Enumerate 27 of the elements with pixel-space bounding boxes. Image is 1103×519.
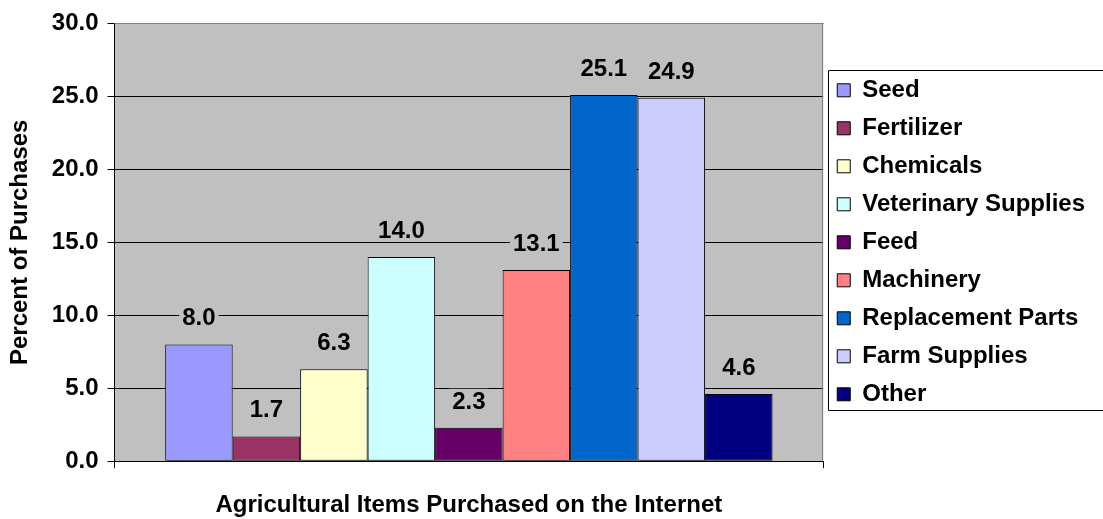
legend-label: Farm Supplies (862, 340, 1028, 368)
y-tick-label: 5.0 (65, 372, 99, 400)
legend-label: Machinery (862, 264, 982, 292)
legend-label: Feed (862, 226, 919, 254)
legend-label: Veterinary Supplies (862, 188, 1085, 216)
legend-label: Fertilizer (862, 112, 963, 140)
y-tick-label: 0.0 (65, 445, 99, 473)
y-tick-label: 10.0 (51, 299, 99, 327)
data-label: 1.7 (249, 395, 284, 423)
data-label: 13.1 (513, 229, 560, 257)
y-axis-title: Percent of Purchases (5, 119, 33, 366)
legend-label: Replacement Parts (862, 302, 1079, 330)
data-label: 2.3 (452, 386, 486, 414)
data-label: 8.0 (182, 303, 216, 331)
data-label: 24.9 (647, 56, 695, 84)
data-label: 6.3 (317, 328, 351, 356)
data-label: 4.6 (722, 353, 756, 381)
y-tick-label: 25.0 (51, 80, 99, 108)
data-label: 14.0 (378, 215, 425, 243)
legend-label: Chemicals (862, 150, 983, 178)
y-tick-label: 20.0 (51, 153, 99, 181)
x-axis-title: Agricultural Items Purchased on the Internet (215, 490, 723, 518)
legend-label: Other (862, 378, 927, 406)
y-tick-label: 30.0 (51, 8, 99, 36)
y-tick-label: 15.0 (51, 226, 99, 254)
data-label: 25.1 (580, 53, 628, 81)
legend-label: Seed (862, 74, 920, 102)
